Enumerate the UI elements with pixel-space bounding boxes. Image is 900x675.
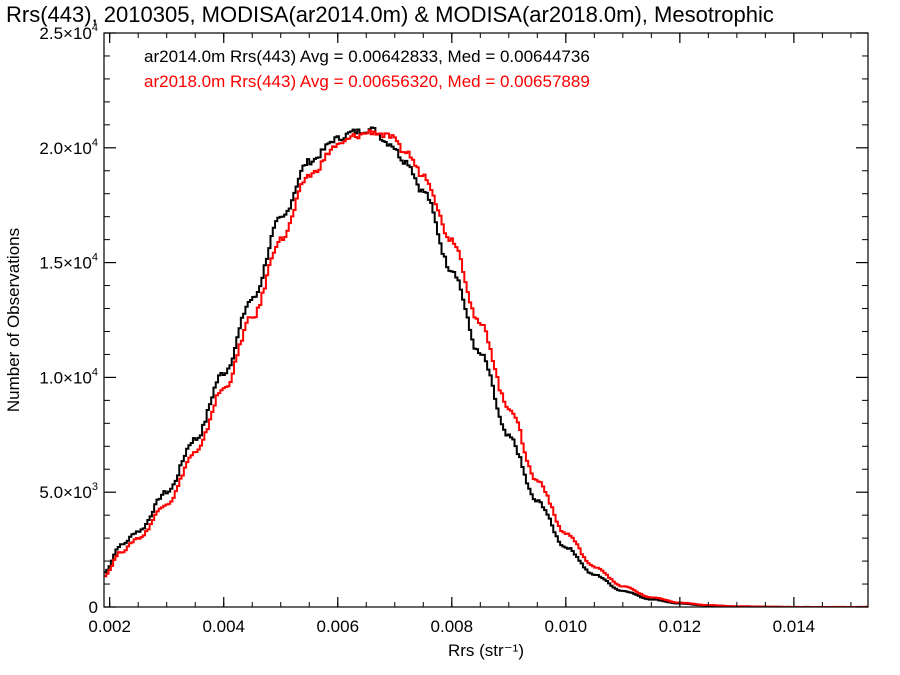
x-axis: 0.002 0.004 0.006 0.008 0.010 0.012 0.014 <box>88 33 852 636</box>
legend-annotations: ar2014.0m Rrs(443) Avg = 0.00642833, Med… <box>144 47 590 91</box>
y-axis-label: Number of Observations <box>4 228 23 412</box>
series-annotation-2: ar2018.0m Rrs(443) Avg = 0.00656320, Med… <box>144 72 590 91</box>
y-tick-label: 5.0×103 <box>39 481 98 502</box>
y-axis: 0 5.0×103 1.0×104 1.5×104 2.0×104 2.5×104 <box>39 22 868 617</box>
y-tick-label: 1.5×104 <box>39 252 98 273</box>
x-tick-label: 0.002 <box>88 617 131 636</box>
y-tick-label: 2.5×104 <box>39 22 98 43</box>
series-layer <box>104 126 868 607</box>
x-axis-label: Rrs (str⁻¹) <box>448 641 524 660</box>
y-tick-label: 2.0×104 <box>39 137 98 158</box>
y-tick-label: 0 <box>89 598 98 617</box>
x-tick-label: 0.006 <box>316 617 359 636</box>
plot-frame <box>103 32 869 608</box>
series-line-2 <box>104 129 868 607</box>
y-tick-label: 1.0×104 <box>39 366 98 387</box>
x-tick-label: 0.014 <box>773 617 816 636</box>
series-annotation-1: ar2014.0m Rrs(443) Avg = 0.00642833, Med… <box>144 47 590 66</box>
series-line-1 <box>104 126 868 607</box>
x-tick-label: 0.004 <box>202 617 245 636</box>
x-tick-label: 0.010 <box>545 617 588 636</box>
x-tick-label: 0.012 <box>659 617 702 636</box>
chart-title: Rrs(443), 2010305, MODISA(ar2014.0m) & M… <box>6 2 774 27</box>
x-tick-label: 0.008 <box>431 617 474 636</box>
